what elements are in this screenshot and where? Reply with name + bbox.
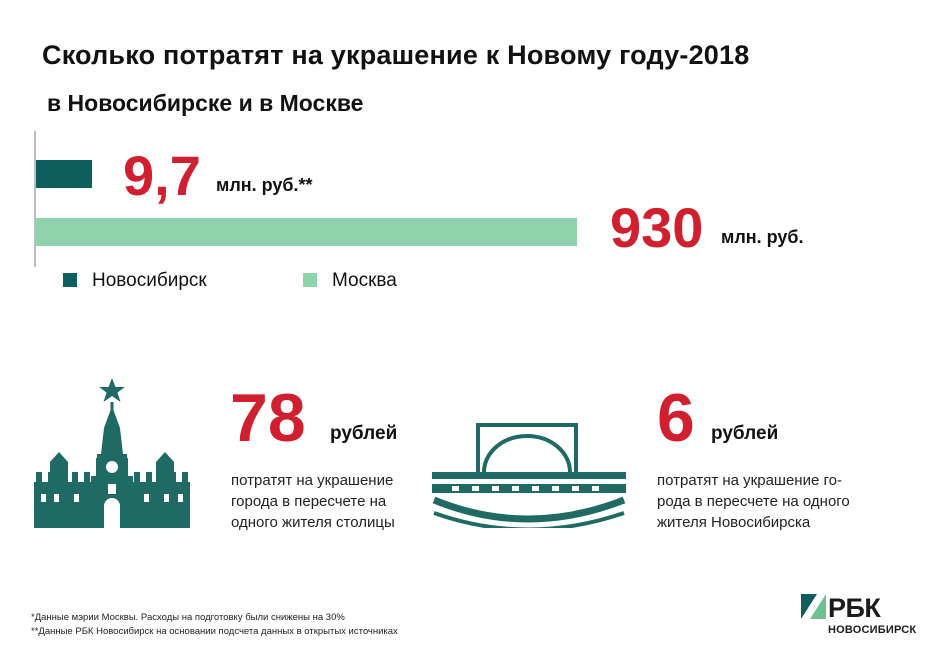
unit-label-moscow: млн. руб. (721, 227, 804, 247)
stat-novosibirsk-value: 6 (657, 380, 695, 456)
rbc-logo-icon (801, 594, 826, 619)
bar-moscow (36, 218, 577, 246)
footnote-1: *Данные мэрии Москвы. Расходы на подгото… (31, 612, 345, 623)
stat-novosibirsk-unit: рублей (711, 423, 779, 444)
stat-moscow-description: потратят на украшение города в пересчете… (231, 472, 395, 531)
value-label-moscow: 930 (610, 196, 704, 259)
stat-moscow-value: 78 (230, 380, 306, 456)
bridge-icon (432, 423, 626, 528)
legend-label-novosibirsk: Новосибирск (92, 270, 207, 291)
logo-city: НОВОСИБИРСК (828, 624, 917, 636)
bar-axis (34, 131, 36, 267)
stat-novosibirsk-description: потратят на украшение го-рода в пересчет… (657, 472, 850, 531)
legend-swatch-moscow (303, 273, 317, 287)
chart-subtitle: в Новосибирске и в Москве (47, 90, 364, 116)
bar-novosibirsk (36, 160, 92, 188)
value-label-novosibirsk: 9,7 (123, 144, 201, 207)
legend-label-moscow: Москва (332, 270, 397, 291)
legend-swatch-novosibirsk (63, 273, 77, 287)
unit-label-novosibirsk: млн. руб.** (216, 175, 313, 195)
footnote-2: **Данные РБК Новосибирск на основании по… (31, 626, 398, 637)
logo-name: РБК (828, 593, 881, 623)
chart-title: Сколько потратят на украшение к Новому г… (42, 40, 750, 70)
stat-moscow-unit: рублей (330, 423, 398, 444)
kremlin-tower-icon (34, 378, 190, 528)
